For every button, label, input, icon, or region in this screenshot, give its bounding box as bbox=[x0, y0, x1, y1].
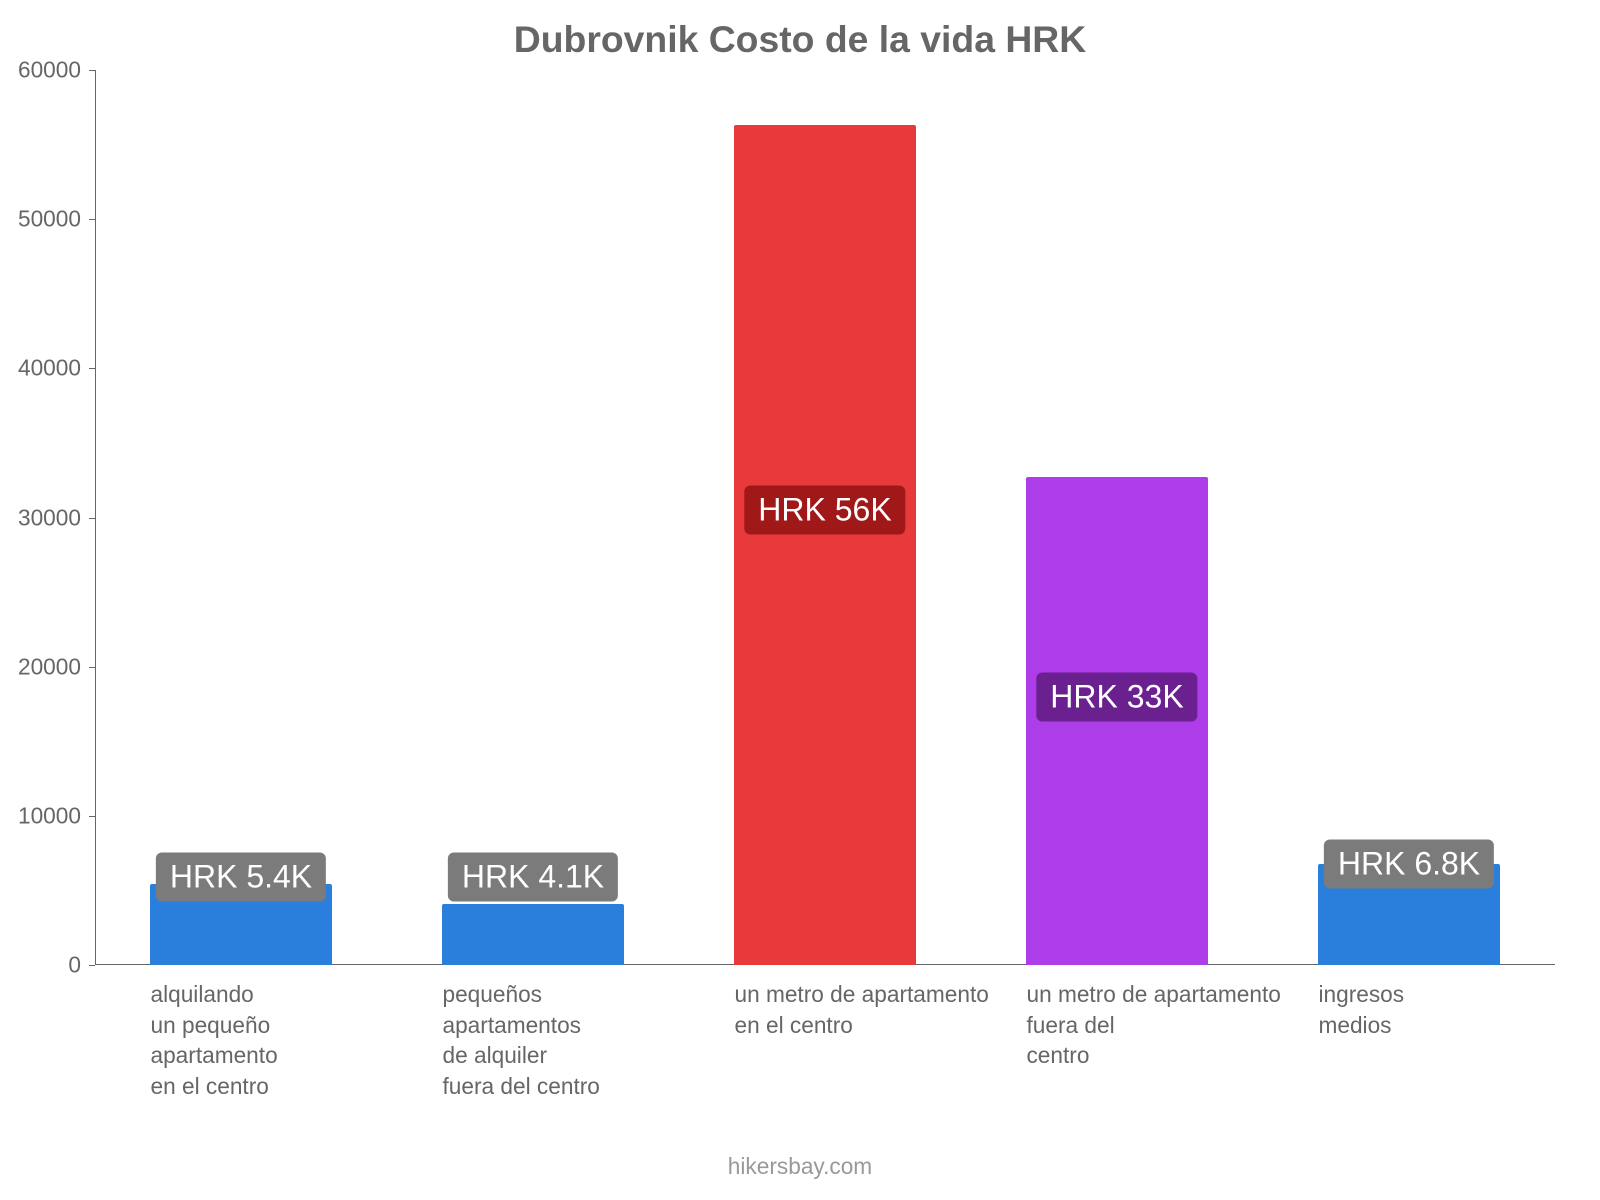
plot-area: 0100002000030000400005000060000HRK 5.4Ka… bbox=[95, 70, 1555, 965]
y-tick-mark bbox=[89, 816, 95, 817]
y-axis-line bbox=[95, 70, 96, 965]
x-category-label: ingresos medios bbox=[1318, 979, 1600, 1040]
y-tick-mark bbox=[89, 368, 95, 369]
chart-title: Dubrovnik Costo de la vida HRK bbox=[0, 18, 1600, 61]
y-tick-mark bbox=[89, 70, 95, 71]
y-tick-label: 40000 bbox=[1, 355, 81, 382]
x-category-label: un metro de apartamento fuera del centro bbox=[1026, 979, 1318, 1071]
y-tick-label: 20000 bbox=[1, 653, 81, 680]
bar-value-label: HRK 5.4K bbox=[156, 852, 326, 901]
y-tick-label: 30000 bbox=[1, 504, 81, 531]
y-tick-label: 0 bbox=[1, 952, 81, 979]
x-category-label: alquilando un pequeño apartamento en el … bbox=[150, 979, 442, 1101]
y-tick-mark bbox=[89, 965, 95, 966]
x-category-label: pequeños apartamentos de alquiler fuera … bbox=[442, 979, 734, 1101]
attribution-text: hikersbay.com bbox=[0, 1153, 1600, 1180]
bar-value-label: HRK 56K bbox=[744, 486, 905, 535]
bar bbox=[442, 904, 623, 965]
y-tick-label: 60000 bbox=[1, 57, 81, 84]
y-tick-mark bbox=[89, 667, 95, 668]
x-category-label: un metro de apartamento en el centro bbox=[734, 979, 1026, 1040]
bar-value-label: HRK 33K bbox=[1036, 672, 1197, 721]
y-tick-mark bbox=[89, 219, 95, 220]
bar bbox=[734, 125, 915, 965]
bar-value-label: HRK 6.8K bbox=[1324, 839, 1494, 888]
y-tick-mark bbox=[89, 518, 95, 519]
bar bbox=[1026, 477, 1207, 965]
bar-value-label: HRK 4.1K bbox=[448, 852, 618, 901]
chart-container: Dubrovnik Costo de la vida HRK 010000200… bbox=[0, 0, 1600, 1200]
y-tick-label: 10000 bbox=[1, 802, 81, 829]
y-tick-label: 50000 bbox=[1, 206, 81, 233]
